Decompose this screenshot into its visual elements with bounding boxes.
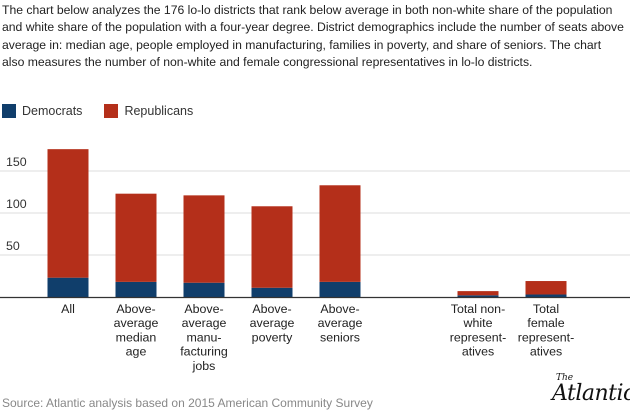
bar-republicans-2 bbox=[183, 195, 225, 283]
legend-item-republicans: Republicans bbox=[104, 104, 193, 118]
x-tick-label-2: Above-average manu-facturing jobs bbox=[180, 302, 228, 373]
x-tick-label-0: All bbox=[61, 302, 75, 316]
source-note: Source: Atlantic analysis based on 2015 … bbox=[2, 396, 373, 410]
bar-democrats-2 bbox=[183, 282, 225, 297]
bar-republicans-0 bbox=[47, 149, 89, 278]
y-tick-label-150: 150 bbox=[6, 155, 27, 169]
bar-democrats-0 bbox=[47, 277, 89, 297]
legend-swatch-democrats bbox=[2, 104, 16, 118]
x-tick-label-1: Above-average median age bbox=[114, 302, 159, 359]
bar-republicans-1 bbox=[115, 193, 157, 282]
bar-democrats-3 bbox=[251, 287, 293, 297]
bar-democrats-1 bbox=[115, 281, 157, 297]
bar-republicans-6 bbox=[525, 281, 567, 295]
bar-democrats-4 bbox=[319, 281, 361, 297]
x-tick-label-6: Total female represent-atives bbox=[518, 302, 574, 359]
x-tick-label-3: Above-average poverty bbox=[250, 302, 295, 344]
legend-label-democrats: Democrats bbox=[22, 104, 83, 118]
legend-label-republicans: Republicans bbox=[124, 104, 194, 118]
bar-republicans-4 bbox=[319, 185, 361, 282]
legend: Democrats Republicans bbox=[2, 104, 215, 118]
bar-republicans-3 bbox=[251, 206, 293, 288]
chart-description: The chart below analyzes the 176 lo-lo d… bbox=[2, 3, 624, 70]
x-tick-label-5: Total non-white represent-atives bbox=[450, 302, 506, 359]
y-tick-label-100: 100 bbox=[6, 197, 27, 211]
bar-democrats-5 bbox=[457, 295, 499, 297]
legend-item-democrats: Democrats bbox=[2, 104, 82, 118]
stacked-bar-chart: 50 100 150 All Above-average median age Above-a… bbox=[0, 149, 630, 373]
bar-democrats-6 bbox=[525, 294, 567, 297]
bar-republicans-5 bbox=[457, 291, 499, 296]
logo-the: The bbox=[556, 373, 574, 383]
the-atlantic-logo: The Atlantic bbox=[552, 373, 630, 406]
x-tick-label-4: Above-average seniors bbox=[318, 302, 363, 344]
y-tick-label-50: 50 bbox=[6, 239, 20, 253]
logo-name: Atlantic bbox=[552, 381, 630, 406]
legend-swatch-republicans bbox=[104, 104, 119, 118]
